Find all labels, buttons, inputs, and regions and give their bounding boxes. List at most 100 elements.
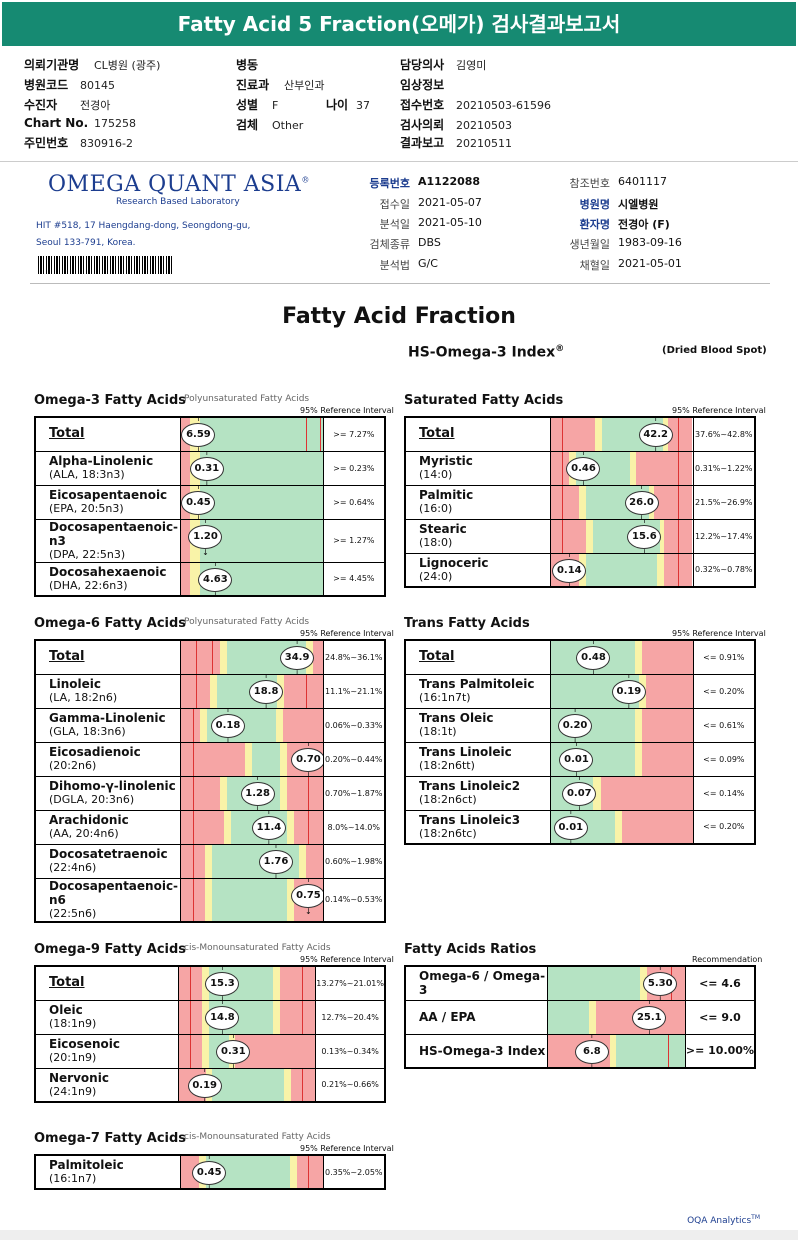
result-bar: 6.59: [180, 416, 324, 452]
result-marker: 0.19: [187, 1069, 222, 1101]
table-row: Trans Oleic(18:1t)0.20<= 0.61%: [404, 707, 756, 743]
result-bar: 11.4: [180, 809, 324, 845]
acid-name: Palmitoleic (16:1n7): [34, 1154, 181, 1190]
range-band-yellow: [609, 1035, 617, 1067]
patient-field: 검체 Other: [236, 116, 303, 133]
patient-field-label: 결과보고: [400, 136, 445, 150]
table-row: Trans Linoleic(18:2n6tt)0.01<= 0.09%: [404, 741, 756, 777]
patient-field-label: 담당의사: [400, 58, 445, 72]
patient-info: 의뢰기관명 CL병원 (광주) 병원코드 80145 수진자 전경아 Chart No. 17…: [0, 48, 798, 162]
reference-range: 24.8%~36.1%: [322, 639, 386, 675]
patient-field-value: 20210503: [456, 119, 512, 132]
result-marker: 14.8: [205, 1001, 240, 1033]
acid-name: Lignoceric (24:0): [404, 552, 551, 588]
reference-line: [678, 554, 680, 586]
result-marker: 6.59: [181, 418, 216, 450]
table-row: Palmitoleic(16:1n7) 0.45 0.35%~2.05%: [34, 1154, 386, 1190]
reference-range: 0.60%~1.98%: [322, 843, 386, 879]
acid-code: (24:0): [419, 569, 453, 583]
reference-range: >= 1.27%: [322, 518, 386, 563]
range-band-yellow: [287, 878, 295, 921]
acid-name: AA / EPA: [404, 999, 549, 1035]
range-band-red: [181, 452, 190, 484]
range-band-green: [548, 1001, 590, 1033]
range-band-red: [668, 418, 693, 450]
result-bar: 1.76: [180, 843, 324, 879]
acid-code: (DHA, 22:6n3): [49, 578, 128, 592]
reference-range: 0.31%~1.22%: [692, 450, 756, 486]
result-marker: 11.4: [251, 811, 286, 843]
result-marker: 18.8: [249, 675, 284, 707]
card-label: 참조번호: [569, 177, 610, 190]
patient-field: 진료과 산부인과: [236, 76, 324, 93]
acid-name-label: Gamma-Linolenic: [49, 711, 166, 725]
acid-code: (22:5n6): [49, 906, 97, 920]
result-marker: 4.63: [198, 563, 233, 595]
range-band-red: [181, 777, 220, 809]
acid-name: Arachidonic (AA, 20:4n6): [34, 809, 182, 845]
result-bar: 26.0: [549, 484, 694, 520]
range-band-red: [305, 845, 323, 877]
patient-field-label: 임상정보: [400, 78, 445, 92]
table-row: Eicosapentaenoic(EPA, 20:5n3)0.45>= 0.64…: [34, 484, 386, 520]
patient-field: 병원코드 80145: [24, 76, 115, 93]
reference-range: >= 4.45%: [322, 561, 386, 597]
acid-name-label: Docosahexaenoic: [49, 564, 167, 579]
acid-code: (EPA, 20:5n3): [49, 502, 124, 515]
result-bar: 0.19: [177, 1067, 317, 1103]
acid-name-label: Palmitoleic: [49, 1158, 124, 1172]
acid-name: Trans Linoleic2 (18:2n6ct): [404, 775, 551, 811]
result-bar: 1.20: [180, 518, 324, 563]
range-band-yellow: [280, 743, 288, 775]
reference-line: [562, 520, 564, 552]
section-subtitle: Polyunsaturated Fatty Acids: [184, 394, 310, 404]
reference-range: 0.32%~0.78%: [692, 552, 756, 588]
acid-name: Alpha-Linolenic (ALA, 18:3n3): [34, 450, 182, 486]
acid-name-label: Total: [49, 975, 85, 991]
table-row: Dihomo-γ-linolenic(DGLA, 20:3n6) 1.28 0.70…: [34, 775, 386, 811]
table-row: Myristic(14:0) 0.46 0.31%~1.22%: [404, 450, 756, 486]
acid-code: (18:1t): [419, 725, 457, 738]
range-band-green: [251, 743, 281, 775]
lab-subtitle: Research Based Laboratory: [116, 197, 240, 207]
result-marker: 0.20: [558, 709, 593, 741]
section-title: Omega-7 Fatty Acids: [34, 1131, 187, 1146]
reference-interval-label: 95% Reference Interval: [300, 955, 394, 964]
reference-range: 8.0%~14.0%: [322, 809, 386, 845]
reference-line: [301, 1001, 303, 1033]
acid-code: (ALA, 18:3n3): [49, 468, 125, 481]
section-subtitle: cis-Monounsaturated Fatty Acids: [184, 943, 331, 953]
acid-name-label: Docosapentaenoic-n3: [49, 519, 179, 548]
range-band-yellow: [593, 777, 601, 809]
section-subtitle: Polyunsaturated Fatty Acids: [184, 617, 310, 627]
table-row: Total 0.48 <= 0.91%: [404, 639, 756, 675]
table-row: Gamma-Linolenic(GLA, 18:3n6) 0.18 0.06%~0.…: [34, 707, 386, 743]
result-bar: 0.75: [180, 877, 324, 922]
result-bar: 6.8: [547, 1033, 686, 1069]
reference-range: <= 4.6: [684, 965, 756, 1001]
range-band-yellow: [634, 641, 642, 673]
acid-code: (16:1n7): [49, 1172, 97, 1185]
patient-field-label: 주민번호: [24, 136, 69, 150]
patient-field: 담당의사 김영미: [400, 56, 486, 73]
range-band-yellow: [594, 418, 602, 450]
table-row: Total 6.59 >= 7.27%: [34, 416, 386, 452]
acid-name-label: Linoleic: [49, 677, 102, 691]
reference-line: [195, 641, 197, 673]
range-band-red: [312, 641, 323, 673]
footer-strip: [0, 1230, 798, 1240]
table-row: Trans Linoleic2(18:2n6ct) 0.07 <= 0.14%: [404, 775, 756, 811]
result-marker: 0.01: [559, 743, 594, 775]
patient-field-value: 20210503-61596: [456, 99, 551, 112]
range-band-red: [294, 811, 323, 843]
reference-interval-label: 95% Reference Interval: [300, 629, 394, 638]
reference-range: 0.70%~1.87%: [322, 775, 386, 811]
range-band-yellow: [283, 1069, 291, 1101]
result-marker: 1.76: [258, 845, 293, 877]
result-bar: 0.19: [549, 673, 694, 709]
card-value: 시엘병원: [618, 198, 659, 211]
range-band-green: [212, 878, 288, 921]
reference-line: [308, 811, 310, 843]
reference-line: [562, 452, 564, 484]
range-band-yellow: [589, 1001, 596, 1033]
